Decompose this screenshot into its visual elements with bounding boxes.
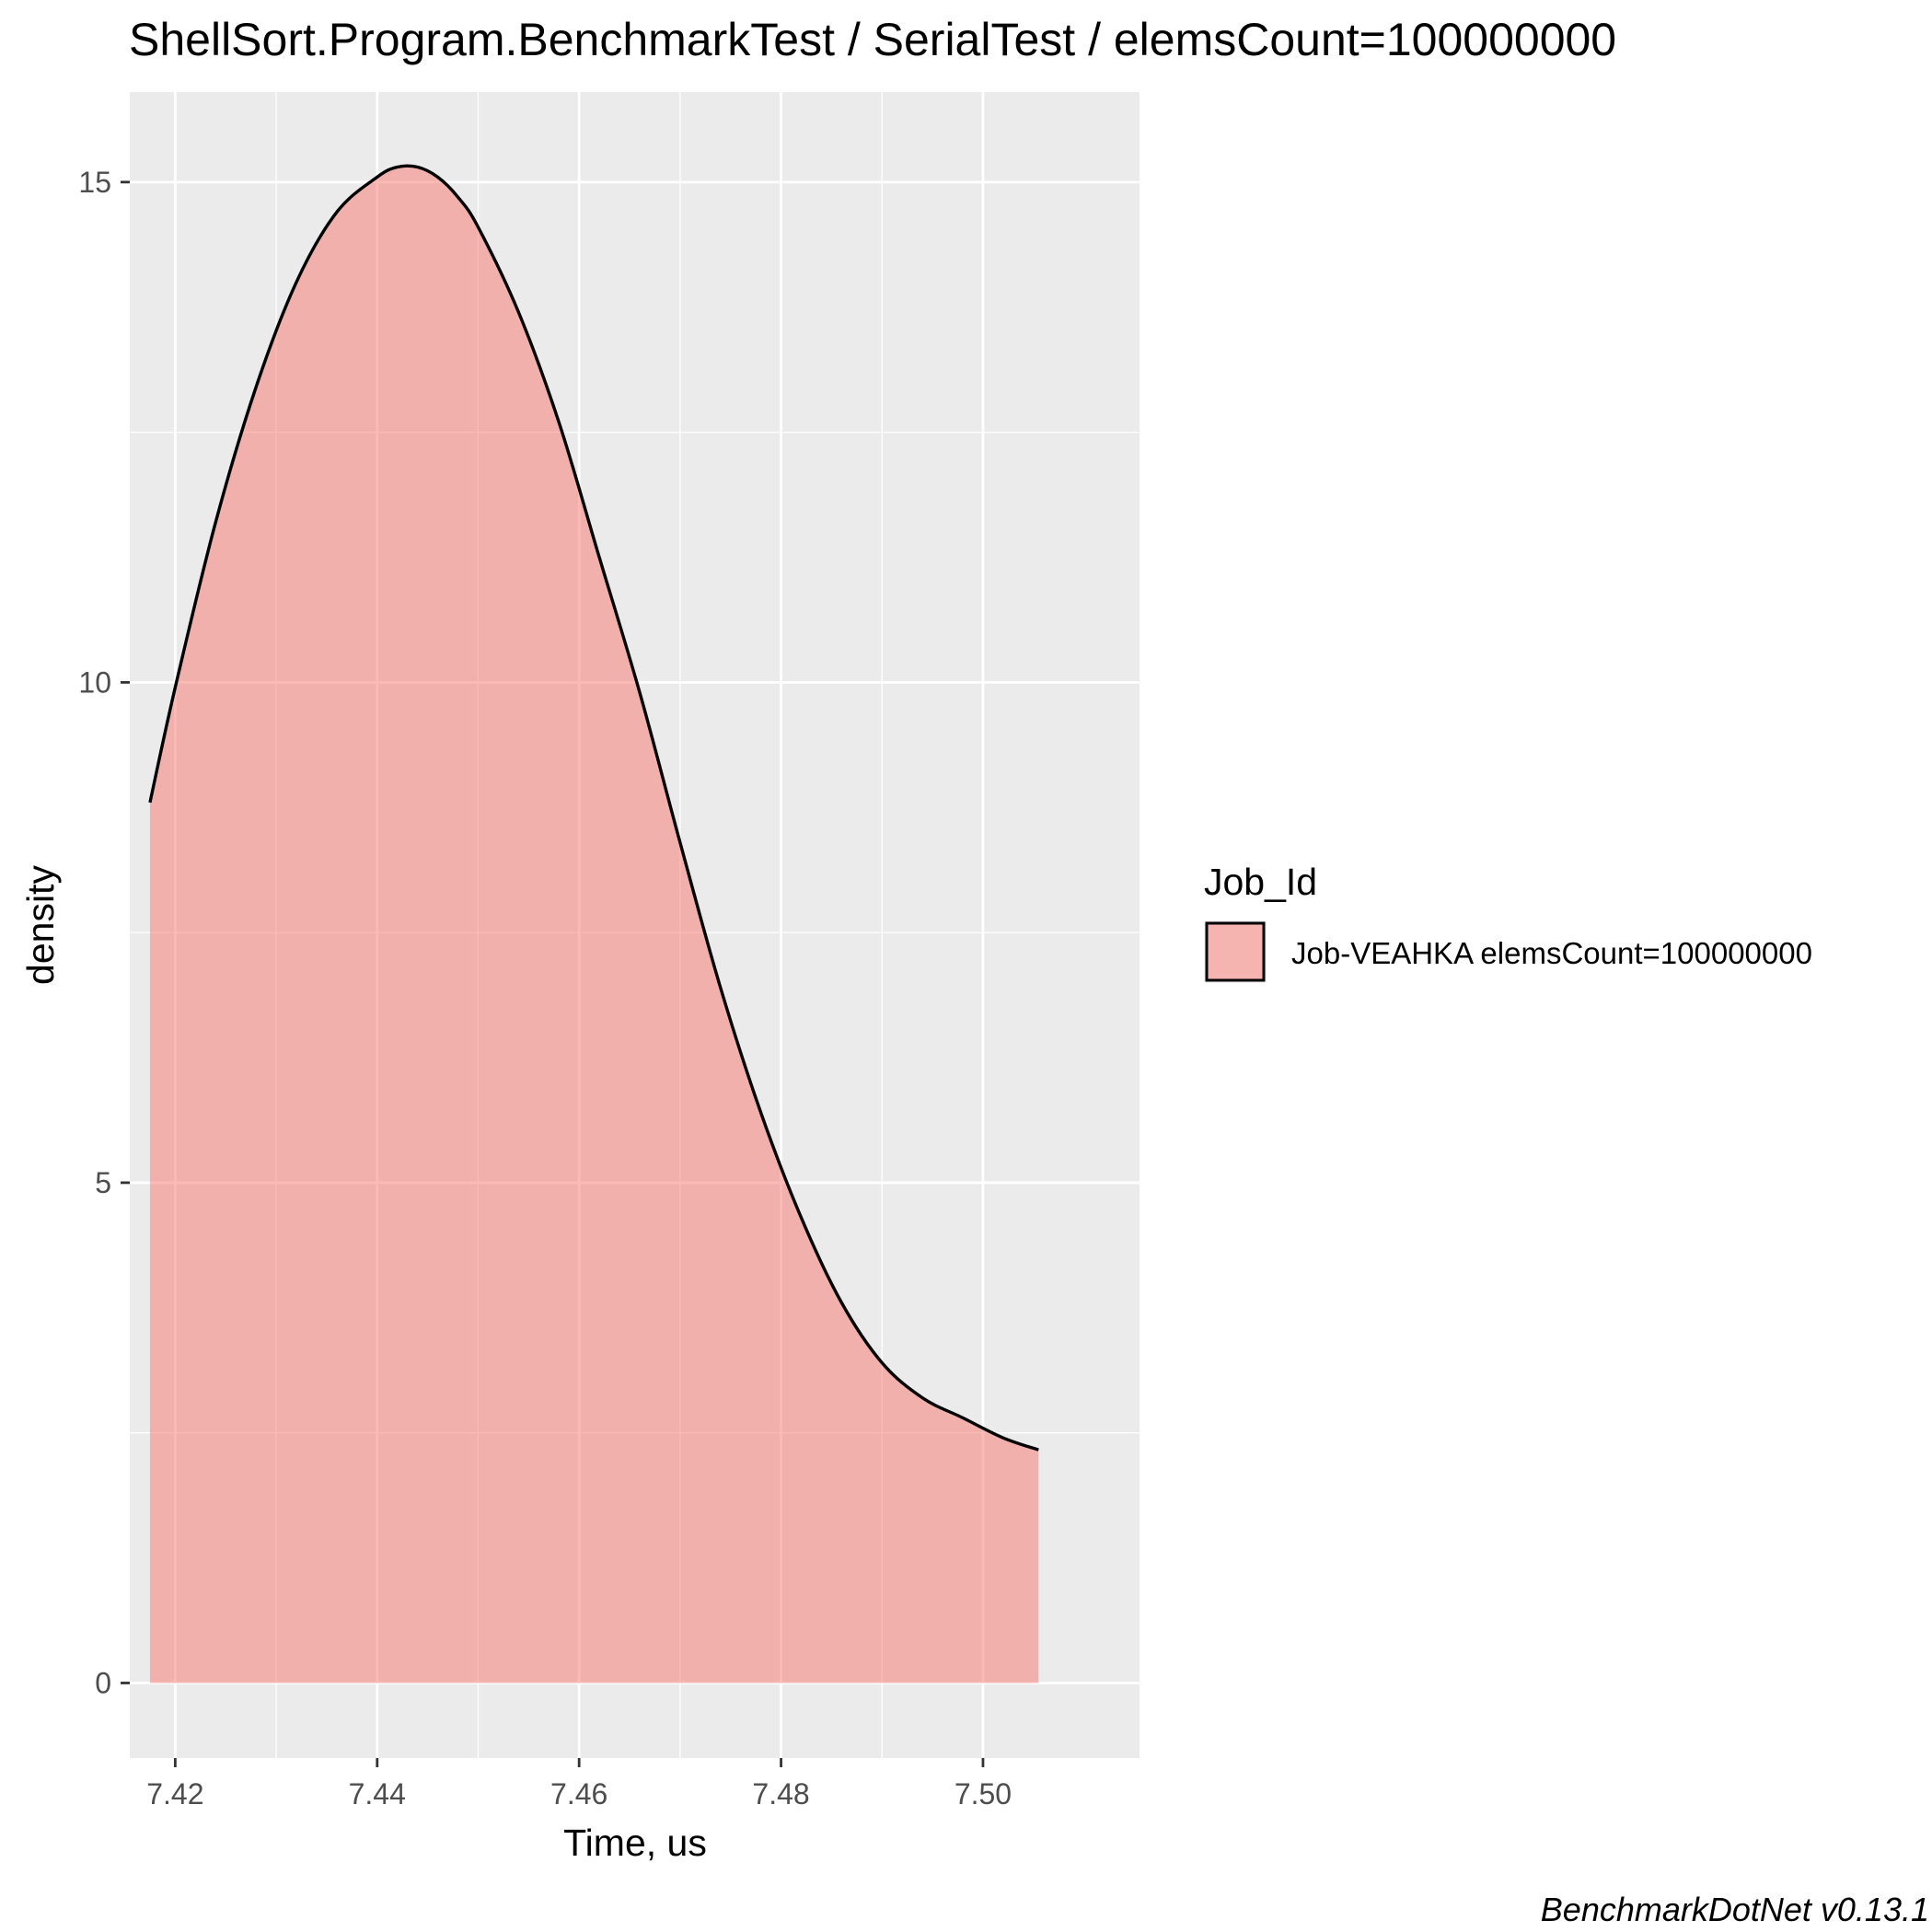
- y-tick-label: 5: [95, 1166, 111, 1199]
- legend-title: Job_Id: [1204, 861, 1317, 903]
- y-tick-label: 15: [78, 166, 111, 199]
- density-area: [149, 166, 1039, 1683]
- y-axis-title: density: [19, 865, 62, 985]
- x-axis: 7.42 7.44 7.46 7.48 7.50: [146, 1758, 1012, 1811]
- y-tick-label: 10: [78, 665, 111, 699]
- density-line: [148, 164, 1039, 1452]
- x-tick-label: 7.42: [146, 1777, 203, 1811]
- chart-title: ShellSort.Program.BenchmarkTest / Serial…: [129, 14, 1616, 65]
- x-tick-label: 7.50: [954, 1777, 1012, 1811]
- legend-label: Job-VEAHKA elemsCount=100000000: [1291, 936, 1812, 970]
- legend: Job_Id Job-VEAHKA elemsCount=100000000: [1204, 861, 1812, 983]
- x-tick-label: 7.44: [349, 1777, 406, 1811]
- legend-key-swatch: [1205, 921, 1266, 982]
- y-tick-label: 0: [95, 1666, 111, 1699]
- y-axis: 0 5 10 15: [78, 166, 130, 1699]
- x-axis-title: Time, us: [563, 1822, 707, 1864]
- x-tick-label: 7.48: [752, 1777, 809, 1811]
- x-tick-label: 7.46: [550, 1777, 607, 1811]
- caption: BenchmarkDotNet v0.13.1: [1541, 1891, 1929, 1928]
